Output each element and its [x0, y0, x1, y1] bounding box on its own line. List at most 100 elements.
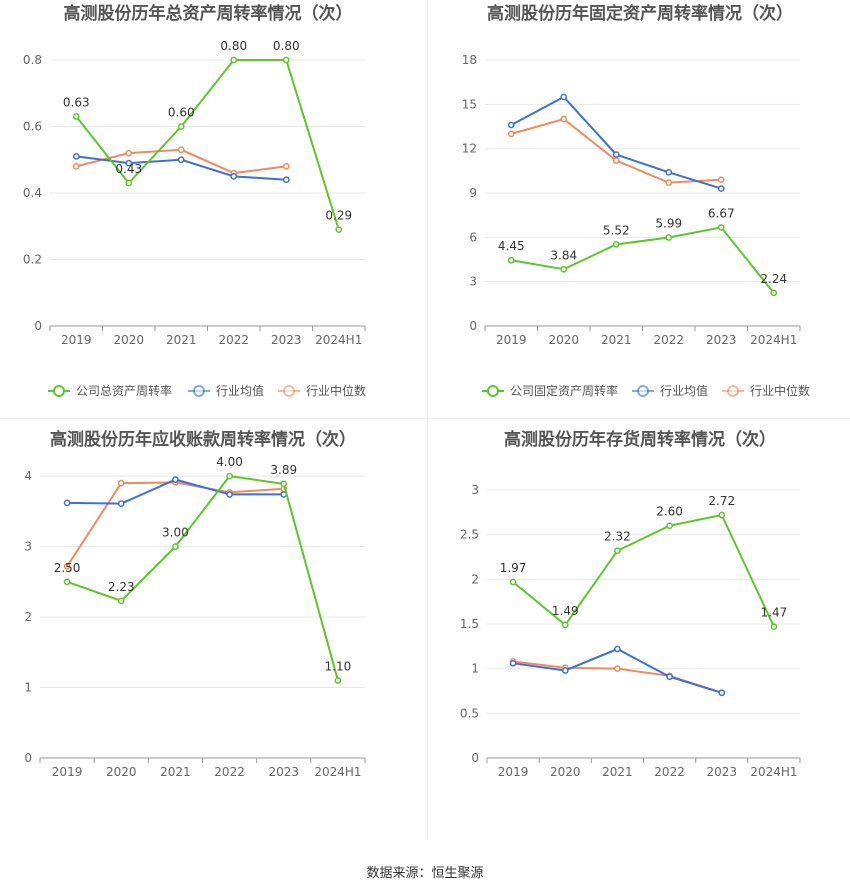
data-label: 1.97: [500, 561, 527, 575]
y-tick-label: 12: [462, 142, 477, 156]
legend-marker: [193, 385, 205, 397]
data-label: 4.00: [216, 455, 243, 469]
industry-average-point: [63, 499, 71, 507]
data-label: 0.29: [325, 209, 352, 223]
data-label: 2.60: [656, 505, 683, 519]
company-point: [72, 113, 80, 120]
company-point: [507, 256, 515, 264]
chart-title: 高测股份历年应收账款周转率情况（次）: [50, 430, 356, 450]
legend-marker: [727, 385, 739, 397]
company-point: [125, 179, 133, 187]
x-tick-label: 2021: [166, 333, 197, 347]
data-label: 0.43: [115, 162, 142, 176]
y-tick-label: 1: [24, 681, 32, 695]
x-tick-label: 2022: [653, 333, 684, 347]
x-tick-label: 2023: [268, 765, 299, 779]
inventory-turnover-chart: 高测股份历年存货周转率情况（次） 0 0.5 1 1.5 2 2.5 3 2019 2020 202…: [460, 430, 801, 779]
x-tick-label: 2020: [550, 765, 581, 779]
data-label: 0.63: [63, 96, 90, 110]
company-point: [177, 123, 185, 130]
industry-median-point: [117, 479, 125, 487]
x-tick-label: 2023: [271, 333, 302, 347]
legend-marker: [487, 385, 499, 397]
industry-average-point: [612, 151, 620, 158]
y-tick-label: 6: [469, 230, 477, 244]
data-label: 0.60: [168, 106, 195, 120]
y-tick-label: 3: [469, 275, 477, 289]
fixed-asset-turnover-chart: 高测股份历年固定资产周转率情况（次） 0 3 6 9 12 15 18 2019 2020 2021…: [462, 3, 810, 398]
industry-median-point: [614, 665, 621, 673]
industry-average-point: [125, 159, 133, 167]
company-line: [512, 513, 775, 628]
chart-title: 高测股份历年存货周转率情况（次）: [504, 430, 776, 450]
y-tick-label: 2.5: [460, 528, 479, 542]
y-tick-label: 0.4: [23, 186, 42, 200]
industry-average-point: [230, 173, 238, 180]
industry-average-point: [717, 185, 725, 192]
x-tick-label: 2021: [601, 333, 632, 347]
industry-average-point: [614, 645, 621, 653]
data-label: 6.67: [708, 206, 735, 220]
y-tick-label: 0: [471, 751, 479, 765]
y-tick-label: 0.6: [23, 120, 42, 134]
company-point: [117, 597, 125, 605]
industry-average-point: [507, 121, 515, 129]
company-line: [75, 59, 340, 230]
x-tick-label: 2020: [106, 765, 137, 779]
industry-average-point: [172, 476, 179, 483]
company-point: [770, 623, 778, 631]
industry-average-point: [560, 93, 568, 101]
y-tick-label: 0: [34, 319, 42, 333]
industry-median-point: [72, 163, 80, 170]
x-tick-label: 2022: [214, 765, 245, 779]
company-line: [511, 226, 775, 294]
legend-marker: [53, 385, 65, 397]
company-point: [509, 578, 517, 586]
legend-label: 公司固定资产周转率: [510, 383, 618, 398]
x-tick-label: 2024H1: [750, 765, 797, 779]
data-label: 5.52: [603, 223, 630, 237]
x-tick-label: 2024H1: [315, 333, 362, 347]
x-tick-label: 2023: [706, 765, 737, 779]
x-tick-label: 2021: [602, 765, 633, 779]
company-point: [614, 547, 621, 555]
chart-title: 高测股份历年固定资产周转率情况（次）: [487, 3, 793, 24]
company-point: [334, 677, 342, 684]
industry-median-point: [560, 115, 568, 123]
x-tick-label: 2019: [498, 765, 529, 779]
data-label: 3.00: [162, 526, 189, 540]
data-label: 3.89: [270, 463, 297, 477]
company-point: [612, 241, 620, 248]
x-tick-label: 2023: [706, 333, 737, 347]
data-label: 2.50: [54, 561, 81, 575]
industry-median-point: [507, 130, 515, 138]
y-tick-label: 0: [24, 751, 32, 765]
y-tick-label: 0.8: [23, 53, 42, 67]
company-point: [335, 226, 343, 233]
x-tick-label: 2022: [218, 333, 249, 347]
y-tick-label: 0: [469, 319, 477, 333]
company-point: [718, 511, 726, 519]
company-point: [665, 234, 673, 241]
company-point: [666, 522, 673, 530]
data-label: 1.10: [325, 659, 352, 673]
x-tick-label: 2020: [548, 333, 579, 347]
x-tick-label: 2022: [654, 765, 685, 779]
data-label: 2.23: [108, 580, 135, 594]
industry-median-point: [125, 149, 133, 157]
y-tick-label: 0.2: [23, 253, 42, 267]
company-point: [282, 56, 290, 64]
company-point: [280, 480, 288, 488]
x-tick-label: 2019: [61, 333, 92, 347]
company-point: [172, 543, 179, 550]
data-label: 3.84: [550, 248, 577, 262]
y-tick-label: 2: [24, 610, 32, 624]
industry-median-line: [510, 118, 722, 184]
y-tick-label: 4: [24, 469, 32, 483]
vertical-divider: [427, 0, 428, 840]
industry-median-point: [63, 562, 71, 570]
data-label: 0.80: [273, 39, 300, 53]
y-tick-label: 15: [462, 97, 477, 111]
industry-average-point: [666, 673, 673, 681]
receivables-turnover-chart: 高测股份历年应收账款周转率情况（次） 0 1 2 3 4 2019 2020 2021 2022 2…: [24, 430, 366, 779]
